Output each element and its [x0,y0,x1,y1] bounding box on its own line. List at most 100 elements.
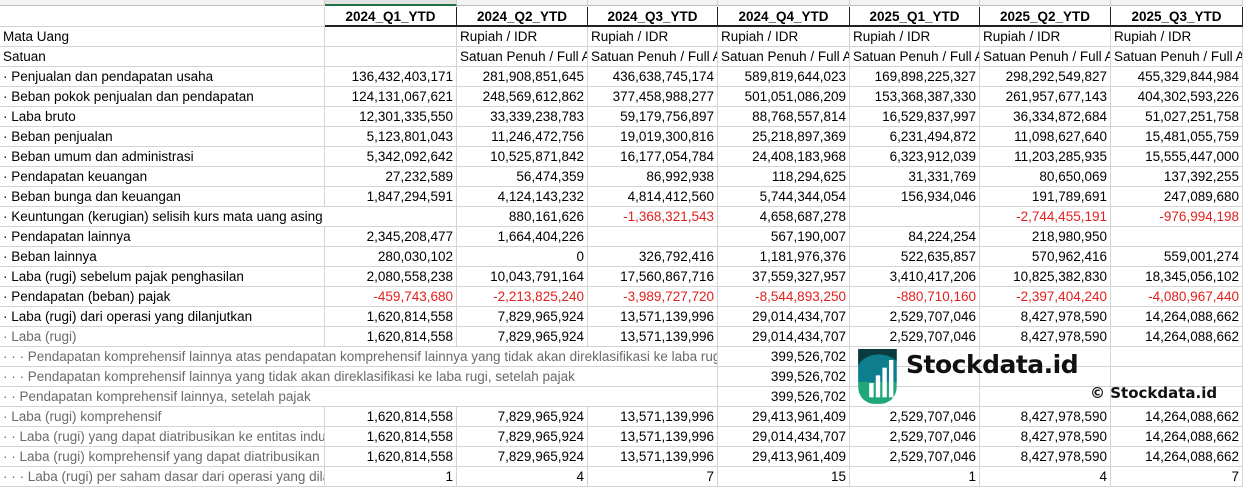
value-cell[interactable]: -976,994,198 [1111,207,1243,227]
value-cell[interactable]: 51,027,251,758 [1111,107,1243,127]
value-cell[interactable]: 10,043,791,164 [457,267,588,287]
value-cell[interactable]: 80,650,069 [980,167,1111,187]
value-cell[interactable]: 7,829,965,924 [457,327,588,347]
value-cell[interactable]: 24,408,183,968 [718,147,850,167]
value-cell[interactable]: 570,962,416 [980,247,1111,267]
value-cell[interactable]: 11,246,472,756 [457,127,588,147]
value-cell[interactable]: 153,368,387,330 [850,87,980,107]
value-cell[interactable]: 2,529,707,046 [850,327,980,347]
value-cell[interactable]: 7,829,965,924 [457,447,588,467]
value-cell[interactable]: -2,213,825,240 [457,287,588,307]
row-label[interactable]: · Pendapatan keuangan [0,167,325,187]
meta-cell[interactable]: Rupiah / IDR [980,27,1111,47]
meta-cell[interactable]: Satuan Penuh / Full Amount [850,47,980,67]
value-cell[interactable]: 36,334,872,684 [980,107,1111,127]
value-cell[interactable]: 27,232,589 [325,167,457,187]
value-cell[interactable]: 7 [1111,467,1243,487]
value-cell[interactable]: 7,829,965,924 [457,307,588,327]
value-cell[interactable]: 8,427,978,590 [980,427,1111,447]
value-cell[interactable]: 37,559,327,957 [718,267,850,287]
value-cell[interactable]: 1,620,814,558 [325,447,457,467]
value-cell[interactable]: 298,292,549,827 [980,67,1111,87]
value-cell[interactable]: 13,571,139,996 [588,407,718,427]
value-cell[interactable]: 436,638,745,174 [588,67,718,87]
value-cell[interactable]: 15,555,447,000 [1111,147,1243,167]
value-cell[interactable]: 1,664,404,226 [457,227,588,247]
value-cell[interactable]: 455,329,844,984 [1111,67,1243,87]
row-label[interactable]: · Pendapatan (beban) pajak [0,287,325,307]
column-header[interactable] [718,0,850,6]
value-cell[interactable] [980,347,1111,367]
value-cell[interactable]: 5,744,344,054 [718,187,850,207]
meta-cell[interactable]: Satuan Penuh / Full Amount [980,47,1111,67]
meta-cell[interactable]: Rupiah / IDR [588,27,718,47]
value-cell[interactable] [850,367,980,387]
value-cell[interactable]: 11,203,285,935 [980,147,1111,167]
row-label[interactable]: · Beban bunga dan keuangan [0,187,325,207]
meta-label[interactable]: Mata Uang [0,27,325,47]
value-cell[interactable]: 2,529,707,046 [850,407,980,427]
value-cell[interactable]: 2,529,707,046 [850,307,980,327]
row-label[interactable]: · · · Pendapatan komprehensif lainnya ya… [0,367,718,387]
row-label[interactable]: · Beban lainnya [0,247,325,267]
value-cell[interactable]: 13,571,139,996 [588,427,718,447]
column-title-2024_q1_ytd[interactable]: 2024_Q1_YTD [325,7,457,27]
value-cell[interactable]: 326,792,416 [588,247,718,267]
value-cell[interactable]: 15 [718,467,850,487]
value-cell[interactable]: 124,131,067,621 [325,87,457,107]
value-cell[interactable]: 10,525,871,842 [457,147,588,167]
row-label[interactable]: · · Pendapatan komprehensif lainnya, set… [0,387,718,407]
row-label[interactable]: · Beban umum dan administrasi [0,147,325,167]
value-cell[interactable]: 8,427,978,590 [980,307,1111,327]
column-title-2025_q3_ytd[interactable]: 2025_Q3_YTD [1111,7,1243,27]
value-cell[interactable]: 8,427,978,590 [980,447,1111,467]
row-label[interactable]: · Laba (rugi) dari operasi yang dilanjut… [0,307,325,327]
row-label[interactable]: · Laba (rugi) [0,327,325,347]
value-cell[interactable]: 136,432,403,171 [325,67,457,87]
row-label[interactable]: · · · Laba (rugi) per saham dasar dari o… [0,467,325,487]
value-cell[interactable]: -1,368,321,543 [588,207,718,227]
value-cell[interactable]: 218,980,950 [980,227,1111,247]
row-label[interactable]: · Penjualan dan pendapatan usaha [0,67,325,87]
header-blank-cell[interactable] [0,7,325,27]
meta-cell[interactable]: Rupiah / IDR [457,27,588,47]
value-cell[interactable]: 16,177,054,784 [588,147,718,167]
column-title-2024_q3_ytd[interactable]: 2024_Q3_YTD [588,7,718,27]
meta-cell[interactable]: Rupiah / IDR [850,27,980,47]
meta-cell[interactable] [325,47,457,67]
value-cell[interactable] [1111,387,1243,407]
value-cell[interactable]: 29,014,434,707 [718,307,850,327]
value-cell[interactable]: 118,294,625 [718,167,850,187]
value-cell[interactable]: 1,620,814,558 [325,427,457,447]
value-cell[interactable]: 25,218,897,369 [718,127,850,147]
value-cell[interactable]: 3,410,417,206 [850,267,980,287]
value-cell[interactable]: 86,992,938 [588,167,718,187]
column-header[interactable] [457,0,588,6]
column-title-2025_q1_ytd[interactable]: 2025_Q1_YTD [850,7,980,27]
value-cell[interactable]: 4 [457,467,588,487]
value-cell[interactable]: 191,789,691 [980,187,1111,207]
value-cell[interactable] [980,387,1111,407]
value-cell[interactable]: 0 [457,247,588,267]
value-cell[interactable]: -880,710,160 [850,287,980,307]
column-header[interactable] [1111,0,1243,6]
row-label[interactable]: · · Laba (rugi) komprehensif yang dapat … [0,447,325,467]
column-title-2025_q2_ytd[interactable]: 2025_Q2_YTD [980,7,1111,27]
column-header[interactable] [588,0,718,6]
value-cell[interactable]: 399,526,702 [718,347,850,367]
value-cell[interactable]: 13,571,139,996 [588,447,718,467]
value-cell[interactable]: 1 [325,467,457,487]
value-cell[interactable]: 84,224,254 [850,227,980,247]
value-cell[interactable]: -2,744,455,191 [980,207,1111,227]
value-cell[interactable]: 261,957,677,143 [980,87,1111,107]
value-cell[interactable]: 13,571,139,996 [588,327,718,347]
value-cell[interactable]: 880,161,626 [457,207,588,227]
value-cell[interactable]: 399,526,702 [718,367,850,387]
value-cell[interactable]: 14,264,088,662 [1111,307,1243,327]
value-cell[interactable]: -459,743,680 [325,287,457,307]
value-cell[interactable]: 567,190,007 [718,227,850,247]
value-cell[interactable] [588,227,718,247]
row-label[interactable]: · Beban penjualan [0,127,325,147]
row-label[interactable]: · · Laba (rugi) yang dapat diatribusikan… [0,427,325,447]
value-cell[interactable] [1111,347,1243,367]
